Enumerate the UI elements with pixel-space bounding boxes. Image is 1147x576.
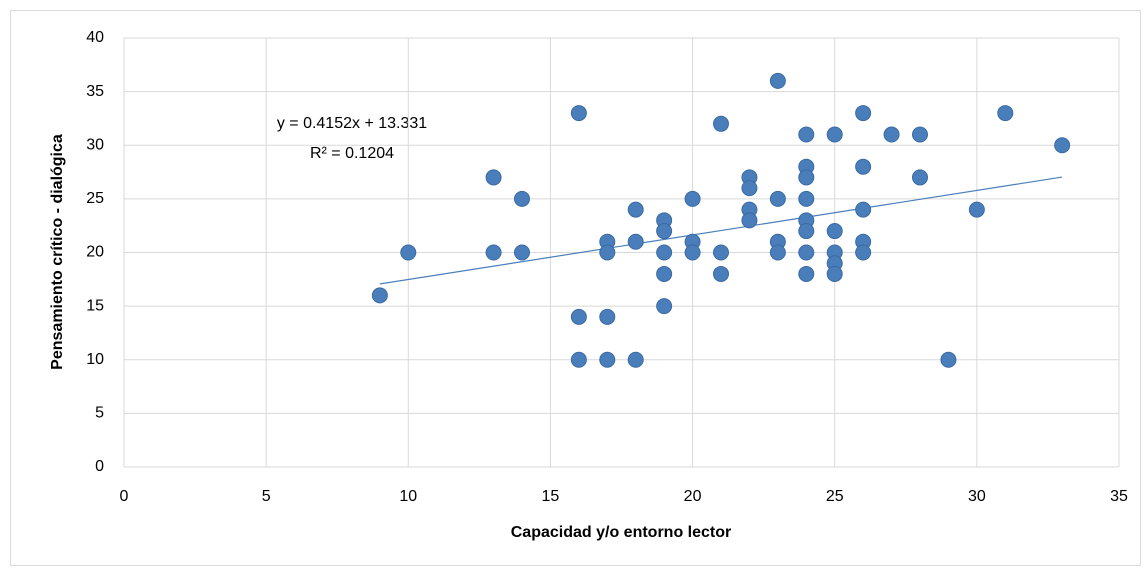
trendline-r2: R² = 0.1204 [310,145,394,162]
point [769,72,786,89]
point [855,158,872,175]
point [684,190,701,207]
point [400,244,417,261]
point [798,244,815,261]
y-tick-label: 40 [86,29,104,46]
point [627,201,644,218]
point [713,244,729,261]
point [599,351,616,368]
point [485,244,502,261]
point [912,169,928,186]
point [769,244,786,261]
point [741,180,758,197]
point [769,190,786,207]
point [599,308,616,325]
y-tick-label: 35 [86,83,104,100]
point [741,212,758,229]
point [826,265,843,282]
point [798,126,815,143]
point [684,244,701,261]
point [1054,137,1071,154]
point [656,265,673,282]
point [713,265,729,282]
y-tick-label: 10 [86,351,104,368]
point [627,233,644,250]
point [826,223,843,240]
x-axis-label: Capacidad y/o entorno lector [511,524,731,541]
point [656,223,673,240]
point [912,126,928,143]
point [855,201,872,218]
point [883,126,900,143]
x-tick-label: 15 [542,488,560,505]
point [798,190,815,207]
y-tick-label: 15 [86,297,104,314]
point [713,115,729,132]
x-tick-label: 20 [684,488,702,505]
point [855,244,872,261]
point [855,105,872,122]
x-tick-label: 25 [826,488,844,505]
point [599,244,616,261]
point [570,351,587,368]
x-tick-label: 35 [1110,488,1128,505]
point [798,169,815,186]
point [826,126,843,143]
point [656,244,673,261]
point [940,351,957,368]
point [514,244,530,261]
point [798,223,815,240]
x-tick-label: 0 [120,488,129,505]
y-tick-label: 30 [86,136,104,153]
x-tick-label: 30 [968,488,986,505]
trendline-equation: y = 0.4152x + 13.331 [277,115,427,132]
x-tick-label: 10 [399,488,417,505]
y-tick-label: 20 [86,244,104,261]
point [570,105,587,122]
y-tick-label: 25 [86,190,104,207]
point [485,169,502,186]
point [570,308,587,325]
point [798,265,815,282]
point [656,298,673,315]
y-tick-label: 0 [95,458,104,475]
y-axis-label: Pensamiento crítico - dialógica [49,134,66,370]
x-tick-label: 5 [262,488,271,505]
point [968,201,985,218]
chart-frame [10,10,1141,566]
point [514,190,530,207]
y-tick-label: 5 [95,405,104,422]
point [997,105,1014,122]
point [371,287,388,304]
point [627,351,644,368]
trendline [379,176,1063,285]
